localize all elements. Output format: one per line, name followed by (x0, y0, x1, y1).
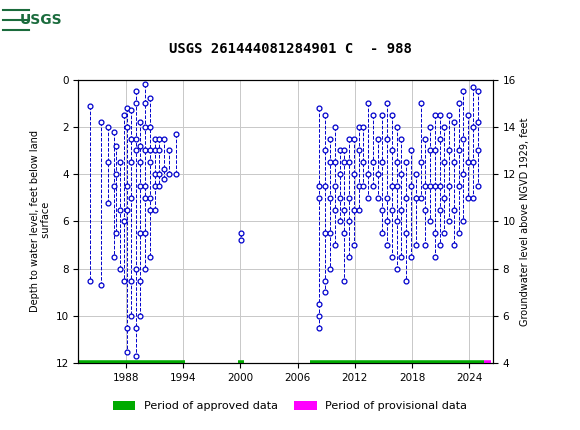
Y-axis label: Depth to water level, feet below land
 surface: Depth to water level, feet below land su… (30, 130, 51, 313)
Text: USGS 261444081284901 C  - 988: USGS 261444081284901 C - 988 (169, 42, 411, 56)
Text: USGS: USGS (19, 13, 62, 27)
Y-axis label: Groundwater level above NGVD 1929, feet: Groundwater level above NGVD 1929, feet (520, 117, 530, 326)
Legend: Period of approved data, Period of provisional data: Period of approved data, Period of provi… (108, 397, 472, 416)
